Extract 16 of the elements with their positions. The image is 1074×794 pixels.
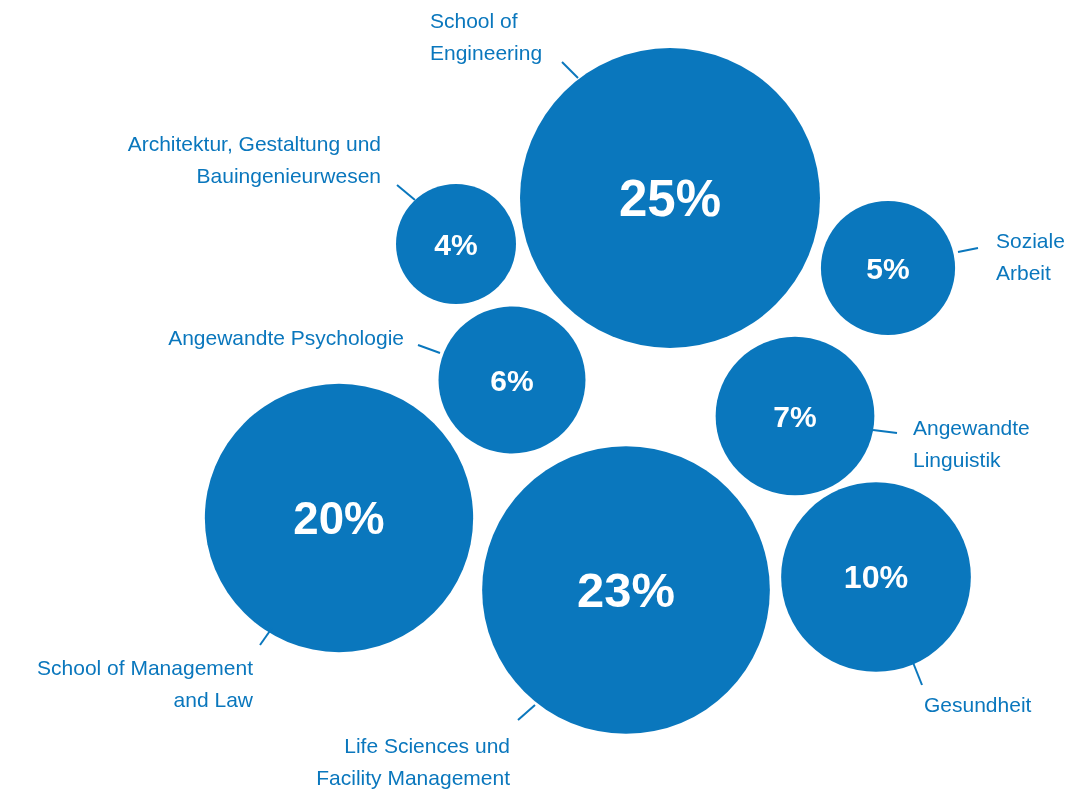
data-label: 23% [577,563,675,617]
category-label: Gesundheit [924,693,1032,716]
category-label: Angewandte Psychologie [168,326,404,349]
category-label: Life Sciences und Facility Management [316,734,511,789]
data-label: 4% [434,227,478,261]
data-label: 25% [618,169,722,227]
data-label: 7% [773,399,817,433]
category-label: Angewandte Linguistik [913,416,1030,471]
data-label: 5% [866,251,910,285]
category-label: Architektur, Gestaltung und Bauingenieurwesen [127,132,381,187]
data-label: 6% [490,363,534,397]
category-label: Soziale Arbeit [996,229,1065,284]
data-label: 10% [843,559,909,595]
data-label: 20% [293,492,385,544]
category-label: School of Engineering [430,9,543,64]
category-label: School of Management and Law [37,656,254,711]
